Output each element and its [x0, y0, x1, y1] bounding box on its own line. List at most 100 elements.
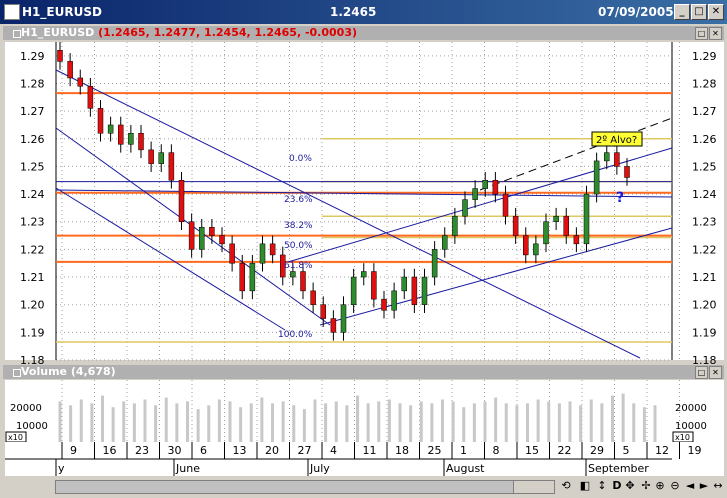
x-tick: 30	[168, 444, 182, 457]
volume-bar	[271, 403, 274, 442]
horizontal-levels	[56, 92, 672, 263]
volume-bar	[90, 403, 94, 442]
candle-body	[199, 227, 205, 250]
candle-body	[280, 254, 286, 278]
candle-body	[442, 235, 448, 250]
x-tick: 20	[265, 444, 279, 457]
volume-bar	[101, 395, 104, 442]
candle-body	[523, 235, 529, 256]
candle-body	[563, 215, 569, 236]
time-axis-ticks: 9 16 23 30 6 13 20 27 4 11 18 25 1 8 15 22 29 5 12 19	[61, 442, 702, 459]
candle-body	[502, 193, 509, 217]
volume-bar	[377, 401, 381, 442]
target-annotation: 2º Alvo?	[596, 135, 637, 146]
candle-body	[593, 160, 600, 195]
candle-body	[553, 215, 559, 222]
volume-bar	[228, 401, 232, 442]
candle-body	[97, 108, 104, 134]
volume-bar	[207, 405, 211, 442]
volume-bar	[589, 399, 593, 442]
candle-body	[462, 199, 468, 217]
current-price: 1.2465	[330, 5, 377, 19]
volume-bar	[441, 399, 444, 442]
volume-bar	[324, 403, 328, 442]
candle-body	[320, 304, 326, 319]
question-annotation: ?	[616, 190, 624, 206]
candle-body	[371, 271, 377, 300]
ohlc-readout: (1.2465, 1.2477, 1.2454, 1.2465, -0.0003…	[98, 26, 358, 39]
rising-support-line	[319, 227, 673, 326]
volume-bar	[366, 403, 370, 442]
crosshair-icon[interactable]: ✥	[625, 479, 635, 492]
y-tick-right: 1.18	[692, 354, 717, 367]
volume-bar	[504, 403, 508, 442]
volume-bar	[356, 395, 359, 442]
zoom-out-icon[interactable]: ⊖	[670, 479, 680, 492]
horizontal-scrollbar[interactable]	[55, 480, 555, 494]
volume-bar	[58, 401, 62, 442]
x-tick: 8	[493, 444, 500, 457]
zoom-in-icon[interactable]: ⊕	[655, 479, 665, 492]
rewind-icon[interactable]: ⟲	[561, 479, 571, 492]
volume-panel-header: Volume (4,678) □ ✕	[3, 365, 724, 379]
candle-body	[381, 298, 387, 311]
candle-body	[209, 227, 215, 236]
volume-panel-maximize-button[interactable]: □	[695, 366, 708, 379]
daily-icon[interactable]: D	[612, 479, 622, 492]
scroll-right-icon[interactable]: ►	[699, 479, 709, 492]
period-icon[interactable]: ↕	[597, 479, 607, 492]
candle-body	[158, 152, 164, 164]
candle-body	[330, 318, 337, 333]
y-tick-right: 1.26	[692, 133, 717, 146]
pan-icon[interactable]: ✢	[641, 479, 651, 492]
month-label: y	[58, 462, 65, 475]
volume-bar	[196, 409, 200, 442]
scroll-left-icon[interactable]: ◄	[685, 479, 695, 492]
candle-body	[138, 133, 144, 151]
candle-body	[350, 276, 357, 305]
candle-body	[107, 124, 114, 134]
candle-body	[148, 149, 154, 164]
y-tick-right: 1.20	[692, 299, 717, 312]
scrollbar-thumb[interactable]	[513, 481, 554, 493]
y-tick-left: 1.22	[20, 243, 45, 256]
volume-bar	[515, 405, 519, 442]
candle-body	[239, 262, 245, 292]
volume-bar	[632, 403, 636, 442]
y-tick-right: 1.24	[692, 188, 717, 201]
volume-axis-right-20000: 20000	[675, 403, 707, 414]
volume-bar	[568, 401, 572, 442]
volume-multiplier-right: x10	[675, 433, 690, 442]
price-panel-maximize-button[interactable]: □	[695, 27, 708, 40]
price-panel-close-button[interactable]: ✕	[709, 27, 722, 40]
minimize-button[interactable]: _	[674, 4, 690, 20]
volume-bar	[175, 403, 179, 442]
close-button[interactable]: ✕	[708, 4, 724, 20]
volume-bar	[579, 405, 583, 442]
maximize-button[interactable]: □	[691, 4, 707, 20]
price-plot-area	[56, 42, 672, 360]
volume-bar	[419, 401, 423, 442]
candle-body	[259, 243, 266, 264]
candle-body	[57, 50, 63, 62]
volume-bar	[642, 407, 646, 442]
x-tick: 4	[330, 444, 337, 457]
trend-channel-upper	[55, 69, 641, 359]
snapshot-icon[interactable]: ◧	[579, 479, 591, 492]
y-tick-right: 1.28	[692, 77, 717, 90]
reset-view-icon[interactable]: ↔	[713, 479, 723, 492]
y-tick-left: 1.26	[20, 133, 45, 146]
right-axis-ticks: 1.29 1.28 1.27 1.26 1.25 1.24 1.23 1.22 1.21 1.20…	[692, 50, 717, 367]
volume-bar	[164, 397, 168, 442]
candle-body	[290, 271, 296, 278]
y-tick-right: 1.25	[692, 160, 717, 173]
panel-indicator-icon	[13, 30, 21, 38]
volume-bar	[547, 401, 551, 442]
candle-body	[543, 221, 549, 245]
fib-label-236: 23.6%	[284, 195, 313, 205]
volume-bar	[409, 405, 413, 442]
month-label: August	[446, 462, 485, 475]
volume-bar	[111, 407, 115, 442]
volume-panel-close-button[interactable]: ✕	[709, 366, 722, 379]
